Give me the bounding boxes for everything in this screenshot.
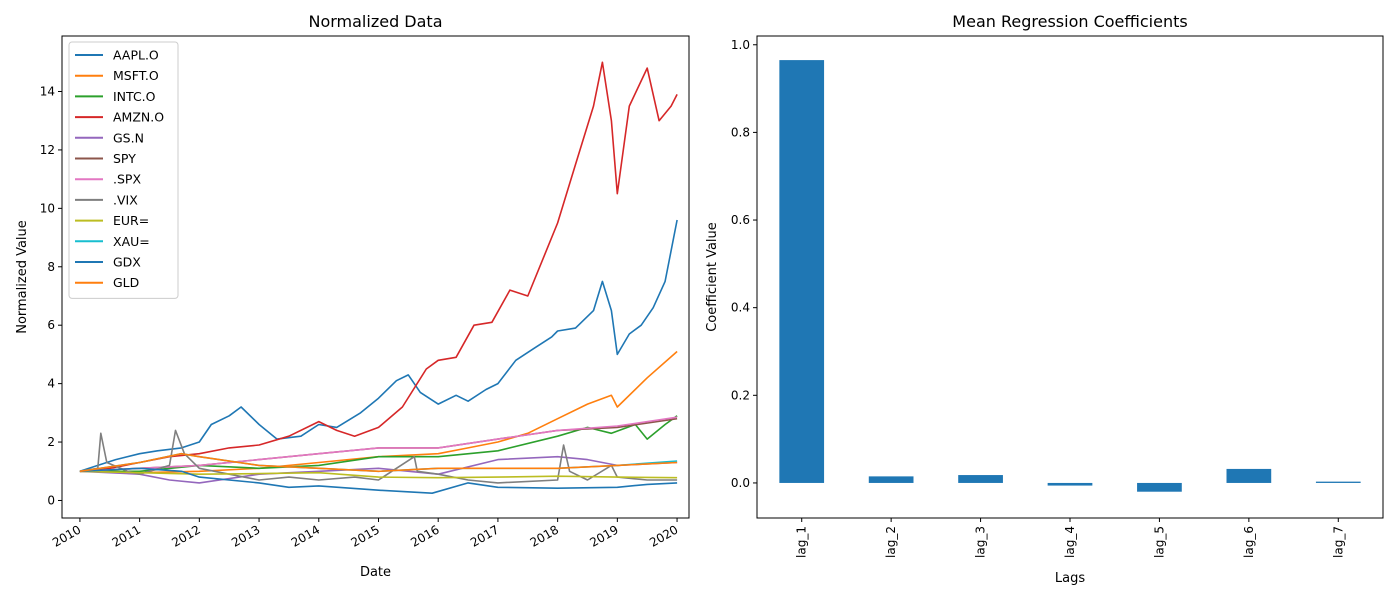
bar-lag_5 <box>1137 482 1182 492</box>
series-line-aaplo <box>79 219 678 473</box>
legend-label: EUR= <box>113 213 149 228</box>
legend-label: XAU= <box>113 234 150 249</box>
bar-y-tick-label: 0.2 <box>731 388 750 402</box>
legend-label: AMZN.O <box>113 110 164 125</box>
bar-plot-frame <box>756 35 1384 519</box>
series-line-gld <box>79 452 678 473</box>
line-x-tick-label: 2011 <box>110 522 143 549</box>
series-line-gdx <box>79 467 678 495</box>
legend-label: .SPX <box>113 172 141 187</box>
bar-x-ticks: lag_1 lag_2 lag_3 lag_4 lag_5 lag_6 lag_7 <box>795 518 1345 558</box>
line-y-tick-label: 2 <box>47 435 55 449</box>
line-x-tick-label: 2014 <box>289 522 322 549</box>
line-x-tick-label: 2015 <box>349 522 382 549</box>
bar-y-tick-label: 0.8 <box>731 125 750 139</box>
bar-plot-area <box>779 60 1361 492</box>
series-line-spx <box>79 416 678 473</box>
line-x-axis-label: Date <box>360 565 391 580</box>
line-y-tick-label: 8 <box>47 260 55 274</box>
line-chart-title: Normalized Data <box>308 12 442 31</box>
bar-x-tick-label: lag_1 <box>795 526 809 558</box>
line-y-tick-label: 10 <box>40 201 55 215</box>
bar-x-tick-label: lag_6 <box>1242 526 1256 558</box>
legend-box <box>68 41 179 299</box>
line-x-tick-label: 2010 <box>50 522 83 549</box>
series-line-amzno <box>79 61 678 473</box>
line-x-tick-label: 2017 <box>468 522 501 549</box>
bar-x-axis-label: Lags <box>1055 571 1085 586</box>
line-y-tick-label: 12 <box>40 143 55 157</box>
line-x-tick-label: 2013 <box>229 522 262 549</box>
bar-lag_2 <box>868 476 914 483</box>
series-line-intco <box>79 415 678 473</box>
bar-y-tick-label: 0.6 <box>731 213 750 227</box>
line-y-tick-label: 14 <box>40 85 55 99</box>
bar-y-tick-label: 0.4 <box>731 301 750 315</box>
line-plot-area <box>79 61 678 495</box>
legend-label: AAPL.O <box>113 48 159 63</box>
bar-y-ticks: 0.0 0.2 0.4 0.6 0.8 1.0 <box>731 38 757 490</box>
bar-y-tick-label: 0.0 <box>731 476 750 490</box>
line-y-axis-label: Normalized Value <box>15 220 30 334</box>
legend-label: MSFT.O <box>113 68 159 83</box>
bar-lag_6 <box>1226 468 1272 483</box>
line-x-tick-label: 2019 <box>587 522 620 549</box>
line-y-tick-label: 0 <box>47 493 55 507</box>
legend-label: INTC.O <box>113 89 156 104</box>
bar-lag_7 <box>1315 481 1361 483</box>
bar-lag_4 <box>1047 482 1093 486</box>
line-y-tick-label: 6 <box>47 318 55 332</box>
bar-x-tick-label: lag_2 <box>884 526 898 558</box>
bar-x-tick-label: lag_4 <box>1063 526 1077 558</box>
legend-label: GDX <box>113 255 141 270</box>
bar-chart-title: Mean Regression Coefficients <box>952 12 1187 31</box>
bar-chart: Mean Regression Coefficients lag_1 lag_2 l… <box>705 12 1384 586</box>
line-chart: Normalized Data 2010 2011 2012 2013 2014 2015… <box>15 12 690 580</box>
legend-label: SPY <box>113 151 136 166</box>
bar-y-tick-label: 1.0 <box>731 38 750 52</box>
bar-lag_1 <box>779 60 825 483</box>
series-line-msfto <box>79 350 678 474</box>
bar-x-tick-label: lag_5 <box>1152 526 1166 558</box>
line-x-tick-label: 2020 <box>647 522 680 549</box>
bar-lag_3 <box>958 475 1003 483</box>
series-line-eur <box>79 470 678 479</box>
line-y-ticks: 0 2 4 6 8 10 12 14 <box>40 85 62 507</box>
bar-y-axis-label: Coefficient Value <box>705 222 720 332</box>
line-legend: AAPL.O MSFT.O INTC.O AMZN.O GS.N SPY .SPX .VIX E… <box>68 41 179 299</box>
line-y-tick-label: 4 <box>47 377 55 391</box>
legend-label: GLD <box>113 275 139 290</box>
bar-x-tick-label: lag_3 <box>974 526 988 558</box>
bar-x-tick-label: lag_7 <box>1331 526 1345 558</box>
line-x-tick-label: 2016 <box>408 522 441 549</box>
line-x-ticks: 2010 2011 2012 2013 2014 2015 2016 2017 2018 2019… <box>50 518 681 550</box>
line-x-tick-label: 2018 <box>528 522 561 549</box>
legend-label: GS.N <box>113 130 144 145</box>
legend-label: .VIX <box>113 192 138 207</box>
series-line-gsn <box>79 455 678 484</box>
line-x-tick-label: 2012 <box>169 522 202 549</box>
line-plot-frame <box>61 35 690 519</box>
